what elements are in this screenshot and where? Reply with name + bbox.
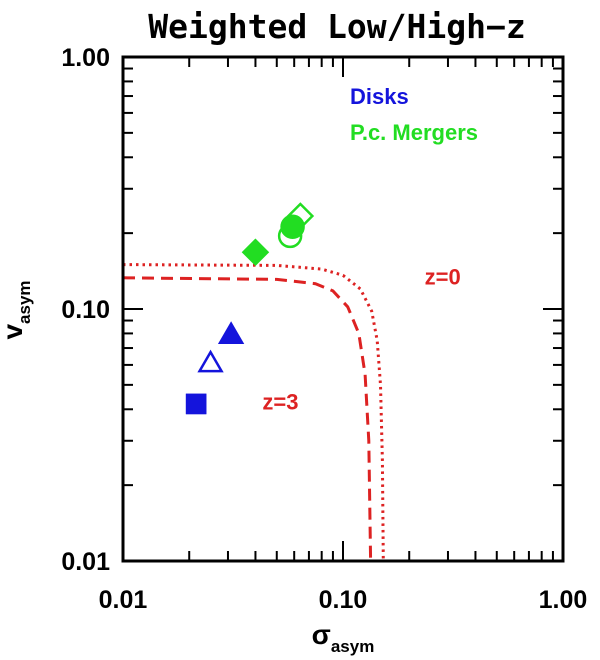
x-axis-symbol: σ [312, 619, 331, 650]
y-axis-label: vasym [0, 280, 34, 339]
model-curves [122, 263, 385, 562]
point-square-filled [185, 393, 207, 415]
x-axis-subscript: asym [331, 637, 374, 656]
legend-entry-mergers: P.c. Mergers [350, 120, 478, 145]
y-tick-label: 0.10 [61, 296, 110, 324]
point-diamond-filled [241, 238, 270, 266]
axis-ticks [122, 57, 563, 562]
legend-entry-disks: Disks [350, 84, 409, 109]
y-tick-label: 0.01 [61, 548, 110, 576]
x-tick-label: 1.00 [539, 586, 588, 614]
plot-frame [121, 55, 565, 563]
curve-label: z=3 [262, 389, 298, 414]
point-triangle-open [197, 349, 224, 373]
axis-tick-labels: 0.01 0.10 1.00 0.01 0.10 1.00 [61, 44, 587, 614]
curve-dotted [122, 263, 385, 562]
curve-dashed [122, 276, 373, 562]
x-tick-label: 0.10 [319, 586, 368, 614]
y-tick-label: 1.00 [61, 44, 110, 72]
chart-title: Weighted Low/High−z [148, 7, 526, 46]
data-points [185, 202, 315, 415]
x-axis-label: σasym [312, 619, 375, 656]
point-diamond-open [286, 202, 315, 230]
y-axis-symbol: v [0, 324, 28, 340]
point-triangle-filled [217, 321, 245, 345]
y-axis-subscript: asym [15, 280, 34, 323]
point-circle-filled [280, 214, 305, 240]
curve-labels: z=0 z=3 [262, 265, 460, 415]
x-tick-label: 0.01 [99, 586, 148, 614]
curve-label: z=0 [425, 265, 461, 290]
legend: Disks P.c. Mergers [350, 84, 478, 145]
